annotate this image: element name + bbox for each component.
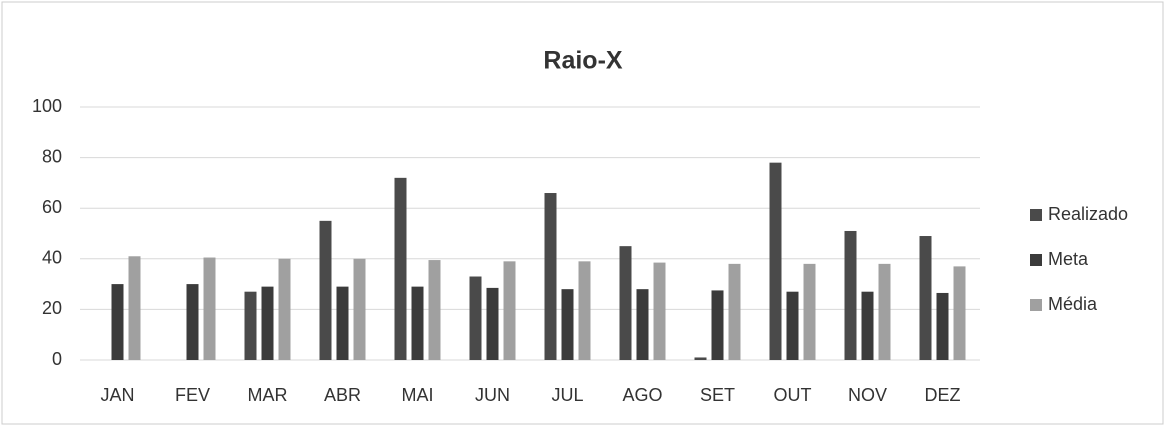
x-tick-label: MAI [401, 385, 433, 405]
bar [786, 291, 799, 360]
bar [711, 290, 724, 360]
bar [919, 236, 932, 360]
bar [411, 286, 424, 360]
x-tick-label: OUT [774, 385, 812, 405]
x-tick-label: JUL [551, 385, 583, 405]
bar [203, 257, 216, 360]
bar [728, 263, 741, 360]
bar [561, 289, 574, 360]
bar [544, 193, 557, 360]
legend-swatch [1030, 254, 1042, 266]
bar [636, 289, 649, 360]
x-tick-label: SET [700, 385, 735, 405]
bar [861, 291, 874, 360]
bar [936, 292, 949, 360]
bar [336, 286, 349, 360]
bar [261, 286, 274, 360]
bar [578, 261, 591, 360]
bar [244, 291, 257, 360]
y-tick-label: 0 [52, 349, 62, 369]
y-tick-label: 100 [32, 96, 62, 116]
y-tick-label: 40 [42, 248, 62, 268]
bar [878, 263, 891, 360]
legend-label: Realizado [1048, 204, 1128, 224]
legend-swatch [1030, 209, 1042, 221]
x-tick-label: NOV [848, 385, 887, 405]
bar [186, 284, 199, 360]
bar [319, 220, 332, 360]
x-tick-label: MAR [248, 385, 288, 405]
x-tick-label: AGO [622, 385, 662, 405]
bar [111, 284, 124, 360]
y-tick-label: 80 [42, 146, 62, 166]
x-tick-label: DEZ [925, 385, 961, 405]
bar [428, 260, 441, 360]
y-tick-label: 20 [42, 298, 62, 318]
bar [953, 266, 966, 360]
legend-label: Meta [1048, 249, 1089, 269]
legend-swatch [1030, 299, 1042, 311]
bar [503, 261, 516, 360]
bar [803, 263, 816, 360]
chart-title: Raio-X [543, 47, 623, 75]
bar [278, 258, 291, 360]
bar [469, 276, 482, 360]
x-tick-label: JAN [100, 385, 134, 405]
bar [128, 256, 141, 360]
bar [653, 262, 666, 360]
x-tick-label: ABR [324, 385, 361, 405]
bar [769, 162, 782, 360]
bar [844, 230, 857, 360]
bar [694, 357, 707, 360]
y-tick-label: 60 [42, 197, 62, 217]
x-tick-label: JUN [475, 385, 510, 405]
legend-label: Média [1048, 294, 1098, 314]
x-tick-label: FEV [175, 385, 210, 405]
bar [486, 287, 499, 360]
bar [619, 246, 632, 360]
bar [394, 177, 407, 360]
bar [353, 258, 366, 360]
